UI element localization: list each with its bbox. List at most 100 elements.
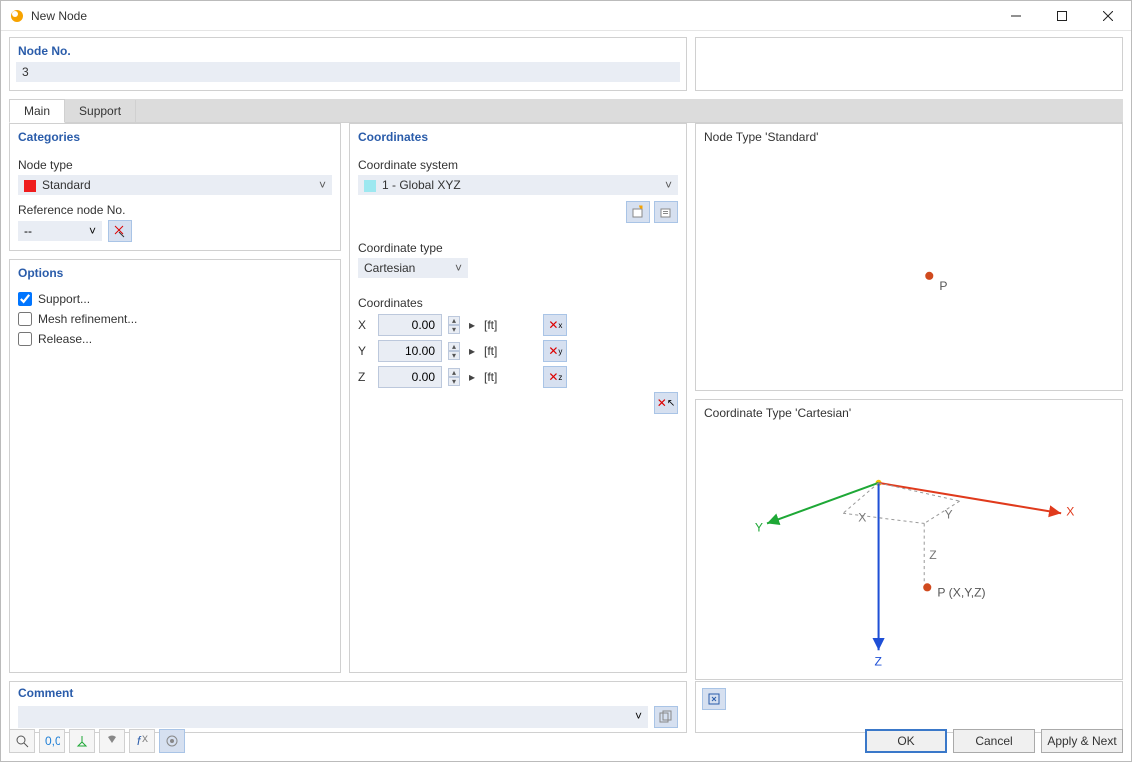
tab-support[interactable]: Support <box>65 100 136 122</box>
x-play-icon[interactable]: ▸ <box>466 316 478 334</box>
tool-settings-button[interactable] <box>159 729 185 753</box>
svg-text:Z: Z <box>875 654 883 668</box>
tool-loads-button[interactable] <box>99 729 125 753</box>
cs-select[interactable]: 1 - Global XYZ ˅ <box>358 175 678 195</box>
options-panel: Options Support... Mesh refinement... Re… <box>9 259 341 673</box>
maximize-button[interactable] <box>1039 1 1085 31</box>
chevron-down-icon: ˅ <box>455 261 462 275</box>
z-input[interactable]: 0.00 <box>378 366 442 388</box>
categories-panel: Categories Node type Standard ˅ Referenc… <box>9 123 341 251</box>
tool-function-button[interactable]: fx <box>129 729 155 753</box>
comment-library-button[interactable] <box>654 706 678 728</box>
svg-text:Y: Y <box>944 507 952 521</box>
coord-y-row: Y 10.00 ▴▾ ▸ [ft] ✕y <box>358 340 678 362</box>
x-unit: [ft] <box>484 318 497 332</box>
tool-supports-button[interactable] <box>69 729 95 753</box>
coord-type-diagram: X Y Z X Y Z P (X,Y,Z) <box>696 422 1122 676</box>
z-axis-label: Z <box>358 370 372 384</box>
y-axis-label: Y <box>358 344 372 358</box>
cs-edit-button[interactable] <box>654 201 678 223</box>
pick-ref-node-button[interactable] <box>108 220 132 242</box>
release-checkbox-row[interactable]: Release... <box>18 332 332 346</box>
options-title: Options <box>10 260 340 282</box>
comment-select[interactable]: ˅ <box>18 706 648 728</box>
coord-z-row: Z 0.00 ▴▾ ▸ [ft] ✕z <box>358 366 678 388</box>
chevron-down-icon: ˅ <box>89 224 96 238</box>
apply-next-button[interactable]: Apply & Next <box>1041 729 1123 753</box>
y-unit: [ft] <box>484 344 497 358</box>
support-checkbox[interactable] <box>18 292 32 306</box>
svg-text:X: X <box>858 510 866 524</box>
mesh-checkbox-row[interactable]: Mesh refinement... <box>18 312 332 326</box>
x-spinner[interactable]: ▴▾ <box>448 316 460 334</box>
coordinates-title: Coordinates <box>350 124 686 146</box>
coord-x-row: X 0.00 ▴▾ ▸ [ft] ✕x <box>358 314 678 336</box>
cancel-button[interactable]: Cancel <box>953 729 1035 753</box>
coord-type-diagram-title: Coordinate Type 'Cartesian' <box>696 400 1122 422</box>
ref-node-select[interactable]: -- ˅ <box>18 221 102 241</box>
y-input[interactable]: 10.00 <box>378 340 442 362</box>
svg-text:X: X <box>1066 504 1074 518</box>
z-spinner[interactable]: ▴▾ <box>448 368 460 386</box>
y-spinner[interactable]: ▴▾ <box>448 342 460 360</box>
tool-units-button[interactable]: 0,00 <box>39 729 65 753</box>
svg-text:x: x <box>142 734 148 745</box>
comment-title: Comment <box>18 686 678 702</box>
ct-select[interactable]: Cartesian ˅ <box>358 258 468 278</box>
chevron-down-icon: ˅ <box>665 178 672 192</box>
node-no-label: Node No. <box>18 44 680 58</box>
release-label: Release... <box>38 332 92 346</box>
titlebar: New Node <box>1 1 1131 31</box>
release-checkbox[interactable] <box>18 332 32 346</box>
ct-label: Coordinate type <box>358 241 678 255</box>
svg-text:Z: Z <box>929 548 937 562</box>
chevron-down-icon: ˅ <box>319 178 326 192</box>
support-label: Support... <box>38 292 90 306</box>
coordinates-panel: Coordinates Coordinate system 1 - Global… <box>349 123 687 673</box>
preview-blank <box>695 37 1123 91</box>
extra-panel <box>695 681 1123 733</box>
minimize-button[interactable] <box>993 1 1039 31</box>
node-type-diagram: P <box>696 146 1122 389</box>
support-checkbox-row[interactable]: Support... <box>18 292 332 306</box>
close-button[interactable] <box>1085 1 1131 31</box>
node-type-p-label: P <box>939 279 947 293</box>
z-play-icon[interactable]: ▸ <box>466 368 478 386</box>
footer: 0,00 fx OK Cancel Apply & Next <box>9 727 1123 755</box>
node-type-diagram-title: Node Type 'Standard' <box>696 124 1122 146</box>
svg-text:Y: Y <box>755 521 763 535</box>
cs-swatch <box>364 180 376 192</box>
x-pick-button[interactable]: ✕x <box>543 314 567 336</box>
x-axis-label: X <box>358 318 372 332</box>
coord-pick-row: ✕↖ <box>358 392 678 414</box>
pick-all-button[interactable]: ✕↖ <box>654 392 678 414</box>
app-icon <box>9 8 25 24</box>
window-title: New Node <box>31 9 993 23</box>
z-pick-button[interactable]: ✕z <box>543 366 567 388</box>
tabs: Main Support <box>9 99 1123 123</box>
svg-text:P (X,Y,Z): P (X,Y,Z) <box>937 585 985 599</box>
tab-main[interactable]: Main <box>9 99 65 123</box>
node-no-panel: Node No. 3 <box>9 37 687 91</box>
mesh-checkbox[interactable] <box>18 312 32 326</box>
cs-value: 1 - Global XYZ <box>382 178 461 192</box>
extra-tool-button[interactable] <box>702 688 726 710</box>
coord-type-diagram-panel: Coordinate Type 'Cartesian' X Y Z <box>695 399 1123 680</box>
svg-text:0,00: 0,00 <box>45 734 60 748</box>
x-input[interactable]: 0.00 <box>378 314 442 336</box>
node-type-value: Standard <box>42 178 91 192</box>
y-play-icon[interactable]: ▸ <box>466 342 478 360</box>
cs-new-button[interactable] <box>626 201 650 223</box>
y-pick-button[interactable]: ✕y <box>543 340 567 362</box>
ref-node-label: Reference node No. <box>18 203 332 217</box>
node-type-select[interactable]: Standard ˅ <box>18 175 332 195</box>
tool-search-button[interactable] <box>9 729 35 753</box>
node-type-swatch <box>24 180 36 192</box>
ref-node-value: -- <box>24 224 32 238</box>
node-no-value[interactable]: 3 <box>16 62 680 82</box>
cs-label: Coordinate system <box>358 158 678 172</box>
coords-label: Coordinates <box>358 296 678 310</box>
mesh-label: Mesh refinement... <box>38 312 137 326</box>
comment-panel: Comment ˅ <box>9 681 687 733</box>
ok-button[interactable]: OK <box>865 729 947 753</box>
